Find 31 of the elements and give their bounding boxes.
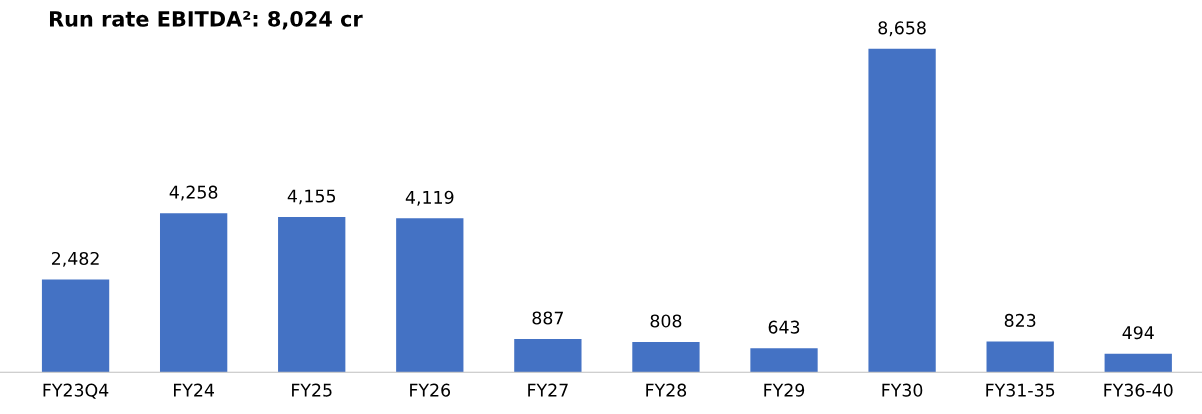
data-label: 4,119 <box>405 190 454 206</box>
data-label: 4,258 <box>169 185 218 201</box>
x-tick-label: FY28 <box>646 383 687 397</box>
bar <box>986 341 1054 373</box>
bar <box>278 217 346 373</box>
bar <box>41 279 110 373</box>
bar <box>514 339 582 373</box>
bar <box>396 218 464 373</box>
x-tick-label: FY27 <box>528 383 568 397</box>
data-label: 494 <box>1122 326 1154 340</box>
x-tick-label: FY23Q4 <box>43 383 109 399</box>
data-label: 2,482 <box>51 251 99 267</box>
bar <box>159 213 228 373</box>
chart-title: Run rate EBITDA²: 8,024 cr <box>49 10 363 30</box>
bar <box>750 348 818 373</box>
x-tick-label: FY31-35 <box>986 383 1055 397</box>
bar <box>868 48 936 373</box>
x-tick-label: FY25 <box>292 383 332 397</box>
x-tick-label: FY24 <box>174 383 215 397</box>
x-tick-label: FY29 <box>764 383 805 397</box>
data-label: 808 <box>650 314 682 328</box>
bar <box>632 342 700 373</box>
data-label: 643 <box>768 320 800 334</box>
data-label: 823 <box>1004 313 1036 327</box>
bar <box>1104 353 1172 373</box>
x-tick-label: FY30 <box>882 383 923 397</box>
data-label: 8,658 <box>878 21 926 37</box>
x-tick-label: FY36-40 <box>1104 383 1173 397</box>
data-label: 4,155 <box>287 189 336 205</box>
data-label: 887 <box>532 311 563 325</box>
x-tick-label: FY26 <box>410 383 451 397</box>
